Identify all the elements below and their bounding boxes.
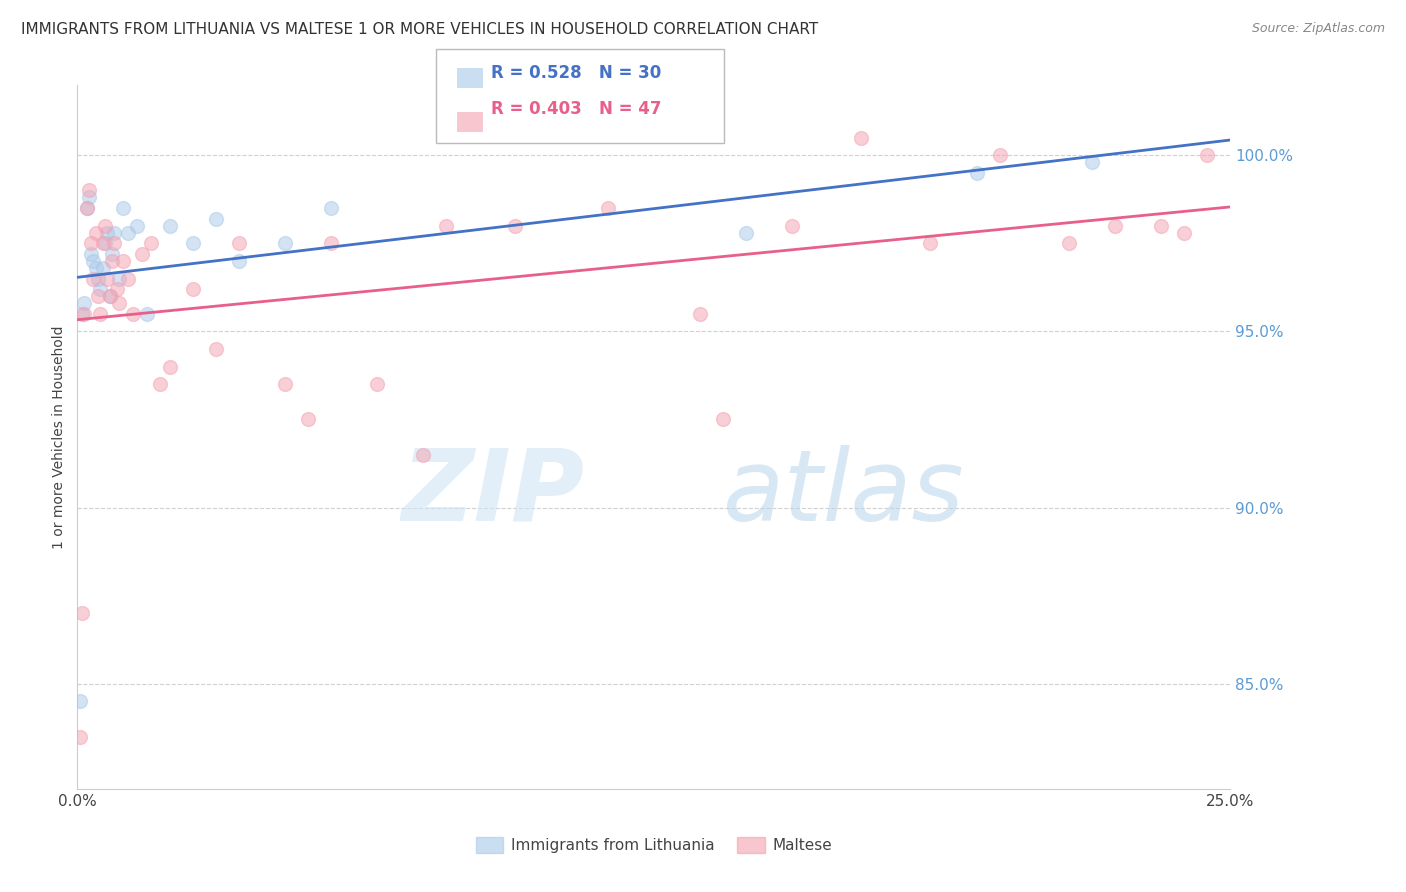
Point [596,201,619,215]
Point [1197,148,1219,162]
Point [73,296,96,310]
Point [101,253,124,268]
Point [181,282,204,296]
Point [204,211,226,226]
Point [108,271,131,285]
Point [135,307,157,321]
Text: R = 0.528   N = 30: R = 0.528 N = 30 [491,64,661,82]
Text: R = 0.403   N = 47: R = 0.403 N = 47 [491,100,661,118]
Point [112,253,135,268]
Text: ZIP: ZIP [402,445,585,542]
Point [505,219,527,233]
Point [149,377,172,392]
Point [117,226,139,240]
Point [297,412,319,426]
Point [228,236,250,251]
Point [80,247,103,261]
Point [84,226,107,240]
Point [70,607,93,621]
Point [89,307,111,321]
Point [689,307,711,321]
Point [76,201,98,215]
Point [920,236,942,251]
Point [73,307,96,321]
Point [966,166,988,180]
Y-axis label: 1 or more Vehicles in Household: 1 or more Vehicles in Household [52,326,66,549]
Point [108,296,131,310]
Point [131,247,153,261]
Point [204,342,226,356]
Point [434,219,457,233]
Point [98,289,121,303]
Point [139,236,162,251]
Point [94,219,117,233]
Point [70,307,93,321]
Point [851,130,873,145]
Text: atlas: atlas [723,445,965,542]
Point [366,377,388,392]
Point [87,289,110,303]
Point [82,271,104,285]
Point [87,271,110,285]
Point [228,253,250,268]
Text: IMMIGRANTS FROM LITHUANIA VS MALTESE 1 OR MORE VEHICLES IN HOUSEHOLD CORRELATION: IMMIGRANTS FROM LITHUANIA VS MALTESE 1 O… [21,22,818,37]
Point [735,226,758,240]
Point [1150,219,1173,233]
Point [101,247,124,261]
Point [1081,155,1104,169]
Text: Source: ZipAtlas.com: Source: ZipAtlas.com [1251,22,1385,36]
Point [117,271,139,285]
Point [105,282,128,296]
Point [80,236,103,251]
Point [988,148,1011,162]
Point [127,219,149,233]
Point [1057,236,1080,251]
Point [412,448,434,462]
Point [77,184,100,198]
Point [96,226,118,240]
Point [91,260,114,275]
Point [91,236,114,251]
Point [159,359,181,374]
Point [94,236,117,251]
Point [69,730,91,744]
Point [76,201,98,215]
Point [780,219,803,233]
Point [103,236,125,251]
Point [121,307,143,321]
Point [159,219,181,233]
Point [181,236,204,251]
Point [1173,226,1195,240]
Point [84,260,107,275]
Point [319,201,342,215]
Point [82,253,104,268]
Point [77,190,100,204]
Point [112,201,135,215]
Point [319,236,342,251]
Point [89,282,111,296]
Legend: Immigrants from Lithuania, Maltese: Immigrants from Lithuania, Maltese [470,831,838,859]
Point [274,236,297,251]
Point [69,694,91,708]
Point [274,377,297,392]
Point [98,289,121,303]
Point [1104,219,1126,233]
Point [103,226,125,240]
Point [711,412,734,426]
Point [96,271,118,285]
